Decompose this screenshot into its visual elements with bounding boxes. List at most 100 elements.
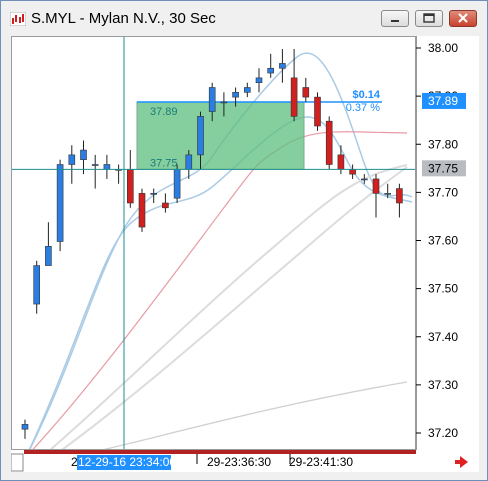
- candle: [162, 193, 169, 213]
- restore-button[interactable]: [415, 10, 443, 27]
- candle-body: [302, 87, 310, 98]
- candle-body: [68, 154, 76, 165]
- price-tick-label: 37.20: [428, 426, 458, 440]
- price-marker-box: [422, 160, 466, 177]
- candle-body: [208, 87, 216, 112]
- candle-body: [232, 92, 239, 98]
- close-button[interactable]: [449, 10, 477, 27]
- candle: [150, 188, 157, 203]
- candle: [115, 164, 122, 184]
- candle-body: [185, 154, 193, 170]
- price-tick-label: 37.60: [428, 234, 458, 248]
- candle-body: [384, 193, 392, 195]
- candle-body: [337, 154, 345, 170]
- bollinger-lower-line: [28, 116, 413, 449]
- candle: [396, 183, 403, 218]
- candle: [21, 419, 29, 439]
- candle: [68, 145, 76, 184]
- candle: [325, 116, 333, 170]
- candle: [279, 49, 286, 83]
- candle-body: [197, 116, 204, 156]
- moving-average-long-line-3: [103, 381, 408, 449]
- price-marker-label: 37.89: [428, 94, 458, 108]
- candle: [290, 49, 298, 122]
- price-tick-label: 37.50: [428, 282, 458, 296]
- candle-body: [80, 149, 87, 160]
- measure-change: $0.14: [352, 89, 380, 101]
- candle-body: [173, 169, 181, 199]
- candle-body: [349, 169, 356, 175]
- candle-body: [162, 202, 169, 209]
- moving-average-long-line-1: [49, 164, 408, 449]
- candle-body: [150, 193, 157, 195]
- candle: [138, 188, 146, 232]
- candle-body: [279, 63, 286, 69]
- candle-body: [255, 77, 263, 83]
- candle-body: [21, 424, 29, 430]
- measure-end-price: 37.89: [150, 106, 178, 118]
- candlestick-chart: 37.75 37.89 $0.14 0.37 %: [12, 37, 415, 449]
- candle: [384, 183, 392, 199]
- candle: [45, 222, 52, 266]
- candle: [33, 260, 41, 314]
- candle-body: [127, 169, 134, 204]
- candle: [314, 92, 321, 131]
- time-axis-scale: 2 12-29-16 23:34:00 29-23:36:30 29-23:41…: [10, 450, 416, 472]
- price-tick-label: 37.40: [428, 330, 458, 344]
- candle: [208, 82, 216, 122]
- moving-average-long-line-2: [61, 166, 408, 449]
- time-axis[interactable]: 2 12-29-16 23:34:00 29-23:36:30 29-23:41…: [10, 450, 416, 472]
- candle-body: [314, 96, 321, 127]
- candle: [173, 164, 181, 203]
- title-bar[interactable]: S.MYL - Mylan N.V., 30 Sec: [1, 1, 487, 35]
- candle: [360, 174, 368, 184]
- candle-body: [56, 164, 64, 242]
- measure-start-price: 37.75: [150, 157, 178, 169]
- candle-body: [45, 246, 52, 266]
- candle-body: [372, 178, 380, 194]
- candle-body: [244, 87, 251, 93]
- minimize-icon: [391, 20, 399, 22]
- measure-change-percent: 0.37 %: [346, 102, 380, 114]
- candle: [56, 159, 64, 252]
- candle-body: [360, 178, 368, 181]
- moving-average-red-line: [32, 131, 408, 449]
- candle-body: [103, 164, 111, 170]
- price-axis-scale: 38.0037.9037.8037.7037.6037.5037.4037.30…: [416, 36, 466, 450]
- candle-body: [220, 101, 228, 104]
- candle-body: [325, 120, 333, 165]
- restore-icon: [423, 13, 435, 23]
- price-tick-label: 37.80: [428, 137, 458, 151]
- minimize-button[interactable]: [381, 10, 409, 27]
- close-icon: [458, 13, 468, 23]
- time-tick-2: 29-23:41:30: [289, 455, 353, 469]
- price-tick-label: 37.30: [428, 378, 458, 392]
- candle: [91, 154, 99, 189]
- candle-body: [91, 164, 99, 166]
- candle: [127, 150, 134, 208]
- price-marker-label: 37.75: [428, 161, 458, 175]
- price-tick-label: 37.70: [428, 185, 458, 199]
- candle: [372, 174, 380, 218]
- candle-body: [396, 188, 403, 204]
- candle: [255, 68, 263, 93]
- scroll-right-arrow-icon[interactable]: [416, 450, 479, 472]
- time-tick-1: 29-23:36:30: [207, 455, 271, 469]
- window-title: S.MYL - Mylan N.V., 30 Sec: [31, 10, 216, 27]
- chart-app-icon: [10, 12, 26, 26]
- candle-body: [33, 265, 41, 305]
- candle: [244, 82, 251, 98]
- price-marker-box: [422, 92, 466, 109]
- crosshair-time-label: 12-29-16 23:34:00: [78, 455, 176, 469]
- candle: [232, 87, 239, 107]
- chart-plot-area[interactable]: 37.75 37.89 $0.14 0.37 %: [11, 36, 416, 450]
- candle: [220, 92, 228, 117]
- candle: [302, 77, 310, 102]
- price-axis[interactable]: 38.0037.9037.8037.7037.6037.5037.4037.30…: [416, 36, 479, 450]
- candle: [267, 53, 274, 78]
- price-tick-label: 38.00: [428, 41, 458, 55]
- time-leading-label: 2: [71, 455, 78, 469]
- candle: [197, 111, 204, 170]
- candle-body: [267, 67, 274, 74]
